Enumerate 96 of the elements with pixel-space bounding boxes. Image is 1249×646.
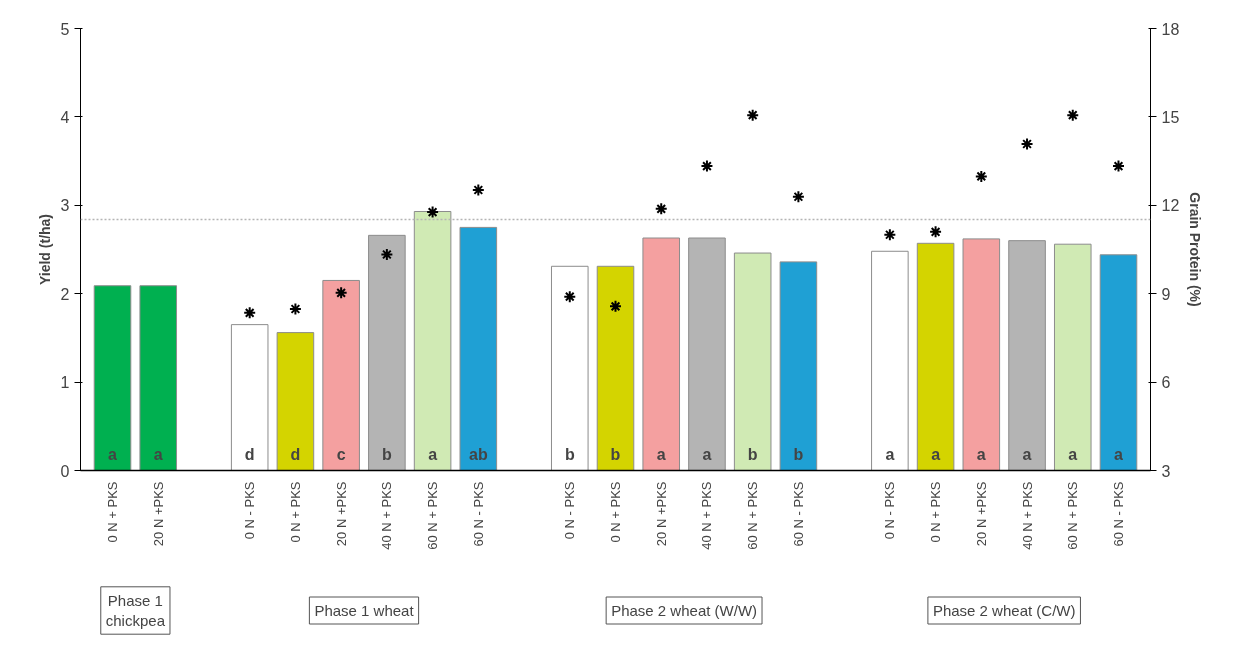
y-axis-title: Yield (t/ha) xyxy=(36,213,53,286)
x-tick-label: 20 N +PKS xyxy=(973,481,989,547)
annotation: b xyxy=(381,446,392,464)
point xyxy=(700,159,714,173)
bar xyxy=(550,265,589,471)
point xyxy=(791,190,805,204)
annotation: c xyxy=(336,446,346,464)
point xyxy=(563,290,577,304)
point xyxy=(243,306,257,320)
x-tick-label: 0 N - PKS xyxy=(882,481,898,540)
x-tick-label: 40 N + PKS xyxy=(1019,481,1035,550)
point xyxy=(426,205,440,219)
point xyxy=(883,228,897,242)
point xyxy=(974,169,988,183)
x-tick-label: 40 N + PKS xyxy=(699,481,715,550)
bar xyxy=(459,226,498,471)
bar xyxy=(688,237,726,471)
y-tick-label: 5 xyxy=(60,20,70,38)
bar xyxy=(322,279,360,471)
point xyxy=(609,299,622,313)
x-tick-label: 60 N - PKS xyxy=(790,481,806,547)
annotation: b xyxy=(610,446,621,464)
bar xyxy=(779,261,818,471)
bar xyxy=(596,265,635,471)
x-tick-label: 0 N + PKS xyxy=(928,481,944,543)
annotation: d xyxy=(290,446,301,464)
text: Phase 1 wheat xyxy=(314,602,415,619)
annotation: a xyxy=(1114,446,1124,464)
point xyxy=(288,302,302,316)
bar xyxy=(1099,254,1138,471)
x-tick-label: 60 N - PKS xyxy=(1110,481,1126,547)
y-tick-label: 2 xyxy=(60,285,70,303)
x-tick-label: 0 N - PKS xyxy=(562,481,578,540)
bar xyxy=(276,332,315,471)
y2-tick-label: 9 xyxy=(1161,285,1171,303)
y2-tick-label: 6 xyxy=(1161,374,1171,392)
annotation: b xyxy=(793,446,804,464)
y-tick-label: 3 xyxy=(60,197,70,215)
annotation: a xyxy=(428,446,438,464)
y2-tick-label: 3 xyxy=(1161,462,1171,480)
annotation: a xyxy=(1022,446,1032,464)
x-tick-label: 20 N +PKS xyxy=(333,481,349,547)
y-tick-label: 0 xyxy=(60,462,70,480)
annotation: a xyxy=(976,446,986,464)
annotation: a xyxy=(108,446,118,464)
x-tick-label: 60 N + PKS xyxy=(425,481,441,550)
annotation: a xyxy=(1068,446,1078,464)
x-tick-label: 60 N + PKS xyxy=(745,481,761,550)
point xyxy=(746,108,760,122)
annotation: a xyxy=(153,446,163,464)
bar xyxy=(368,234,406,471)
bar xyxy=(916,242,955,471)
bar xyxy=(962,238,1001,471)
x-tick-label: 60 N + PKS xyxy=(1065,481,1081,550)
bar xyxy=(642,237,681,471)
point xyxy=(471,183,485,197)
point xyxy=(380,248,394,262)
annotation: a xyxy=(702,446,712,464)
y2-tick-label: 18 xyxy=(1161,20,1180,38)
y2-tick-label: 12 xyxy=(1161,197,1180,215)
y-tick-label: 4 xyxy=(60,108,70,126)
annotation: b xyxy=(564,446,575,464)
x-tick-label: 0 N + PKS xyxy=(105,481,121,543)
bar xyxy=(413,210,452,471)
bar xyxy=(1053,243,1092,471)
point xyxy=(1066,108,1080,122)
text: Phase 1 chickpea xyxy=(105,591,166,630)
bar xyxy=(871,250,909,471)
point xyxy=(334,286,348,300)
bar xyxy=(139,285,178,471)
x-tick-label: 60 N - PKS xyxy=(470,481,486,547)
bar xyxy=(1008,240,1046,471)
annotation: a xyxy=(656,446,666,464)
x-tick-label: 0 N - PKS xyxy=(242,481,258,540)
point xyxy=(1111,159,1125,173)
point xyxy=(929,225,943,239)
point xyxy=(1020,137,1034,151)
x-tick-label: 20 N +PKS xyxy=(150,481,166,547)
x-tick-label: 0 N + PKS xyxy=(608,481,623,543)
point xyxy=(654,202,668,216)
annotation: b xyxy=(747,446,758,464)
annotation: a xyxy=(931,446,941,464)
bar xyxy=(93,285,132,471)
bar xyxy=(733,252,772,471)
annotation: a xyxy=(885,446,895,464)
annotation: d xyxy=(244,446,255,464)
bar xyxy=(230,324,269,471)
y-tick-label: 1 xyxy=(60,374,70,392)
y2-axis-title: Grain Protein (%) xyxy=(1187,192,1204,307)
text: Phase 2 wheat (W/W) xyxy=(611,602,758,619)
x-tick-label: 20 N +PKS xyxy=(653,481,669,547)
y2-tick-label: 15 xyxy=(1161,108,1180,126)
annotation: ab xyxy=(468,446,488,464)
text: Phase 2 wheat (C/W) xyxy=(932,602,1076,619)
x-tick-label: 40 N + PKS xyxy=(379,481,395,550)
x-tick-label: 0 N + PKS xyxy=(287,481,303,543)
